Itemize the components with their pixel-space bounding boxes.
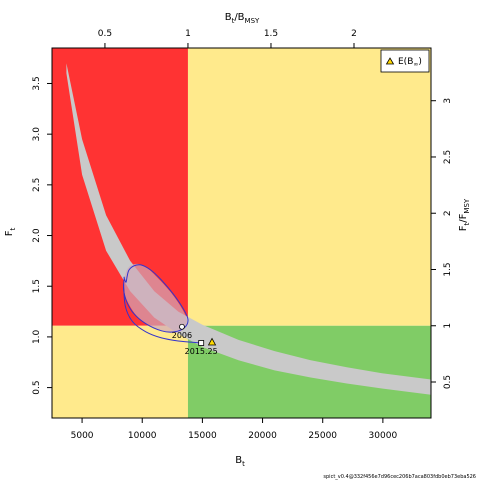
right-tick-label: 1 xyxy=(443,323,453,329)
legend: E(B∞) xyxy=(380,49,430,73)
top-tick-label: 1 xyxy=(185,29,191,39)
top-axis-ticks: 0.5 1 1.5 2 xyxy=(98,29,357,48)
right-tick-label: 2 xyxy=(443,210,453,216)
y-axis-ticks: 0.5 1.0 1.5 2.0 2.5 3.0 3.5 xyxy=(32,76,52,395)
x-tick-label: 25000 xyxy=(308,431,337,441)
top-axis-label: Bt/BMSY xyxy=(225,12,260,25)
y-tick-label: 2.5 xyxy=(32,178,42,192)
legend-box xyxy=(380,49,430,73)
right-tick-label: 1.5 xyxy=(443,262,453,276)
y-tick-label: 0.5 xyxy=(32,380,42,394)
zone-overfishing-healthy-biomass xyxy=(187,48,431,326)
y-axis-label: Ft xyxy=(4,227,17,236)
x-axis-label: Bt xyxy=(235,455,245,468)
top-tick-label: 1.5 xyxy=(264,29,278,39)
right-tick-label: 3 xyxy=(443,98,453,104)
x-tick-label: 15000 xyxy=(188,431,217,441)
x-tick-label: 30000 xyxy=(369,431,398,441)
right-axis-label: Ft/FMSY xyxy=(458,198,471,231)
prediction-line xyxy=(123,284,202,344)
x-tick-label: 10000 xyxy=(128,431,157,441)
x-tick-label: 5000 xyxy=(71,431,94,441)
equilibrium-point xyxy=(207,337,217,346)
legend-triangle-icon xyxy=(385,57,395,65)
y-tick-label: 3.5 xyxy=(32,76,42,90)
y-tick-label: 1.5 xyxy=(32,279,42,293)
zone-overfished-overfishing xyxy=(52,48,188,326)
right-tick-label: 0.5 xyxy=(443,375,453,389)
right-axis-ticks: 0.5 1 1.5 2 2.5 3 xyxy=(431,98,453,389)
footer-version: spict_v0.4@332f456e7d96cec206b7aca803fdb… xyxy=(323,474,476,480)
legend-label: E(B∞) xyxy=(398,57,422,68)
top-tick-label: 0.5 xyxy=(98,29,112,39)
label-2015: 2015.25 xyxy=(185,347,218,356)
point-2006 xyxy=(179,323,185,330)
y-tick-label: 2.0 xyxy=(32,228,42,243)
top-tick-label: 2 xyxy=(351,29,357,39)
x-tick-label: 20000 xyxy=(248,431,277,441)
point-2015 xyxy=(198,340,205,346)
plot-frame xyxy=(51,47,432,419)
y-tick-label: 3.0 xyxy=(32,127,42,142)
zone-overfished-no-overfishing xyxy=(52,325,188,418)
confidence-ellipse xyxy=(123,263,187,334)
y-tick-label: 1.0 xyxy=(32,329,42,344)
x-axis-ticks: 5000 10000 15000 20000 25000 30000 xyxy=(71,418,398,441)
right-tick-label: 2.5 xyxy=(443,150,453,164)
label-2006: 2006 xyxy=(172,331,192,340)
biomass-fishing-trajectory xyxy=(123,264,189,333)
